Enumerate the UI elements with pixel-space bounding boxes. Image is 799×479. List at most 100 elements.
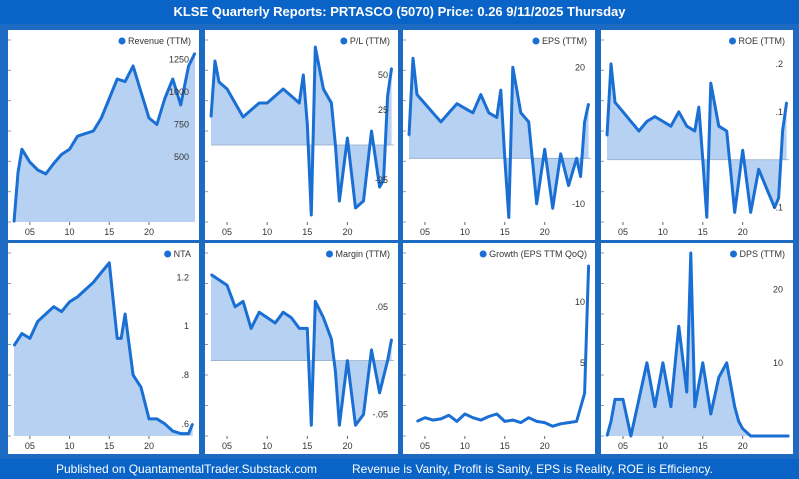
eps-ttm-point-2 [416, 93, 418, 96]
growth-eps-ttm-qoq-point-20 [575, 420, 578, 423]
revenue-ttm-point-22 [179, 104, 182, 106]
eps-ttm-point-14 [503, 157, 506, 160]
revenue-ttm-point-18 [148, 117, 150, 119]
roe-ttm-area [607, 63, 787, 218]
growth-eps-ttm-qoq-point-10 [496, 413, 498, 415]
p-l-ttm-point-0 [210, 116, 212, 118]
nta-ytick-label: .8 [181, 370, 189, 380]
revenue-ttm-point-5 [44, 173, 47, 175]
margin-ttm-point-8 [274, 322, 277, 324]
p-l-ttm-point-3 [226, 88, 228, 90]
eps-ttm-point-13 [499, 89, 502, 91]
roe-ttm-point-22 [757, 168, 760, 171]
growth-eps-ttm-qoq-xtick-label: 15 [500, 441, 510, 451]
margin-ttm-point-17 [334, 370, 337, 373]
revenue-ttm-ytick-label: 500 [174, 152, 189, 162]
margin-ttm-point-12 [306, 327, 309, 330]
p-l-ttm-xtick-label: 15 [302, 227, 312, 237]
growth-eps-ttm-qoq-point-16 [543, 421, 546, 424]
nta-point-10 [92, 281, 95, 284]
nta-point-8 [76, 296, 79, 298]
dps-ttm-point-8 [662, 362, 664, 364]
roe-ttm-point-8 [662, 120, 664, 123]
revenue-ttm-xtick-label: 20 [144, 227, 154, 237]
p-l-ttm-legend-label: P/L (TTM) [350, 36, 390, 46]
nta-point-9 [84, 288, 87, 291]
eps-ttm-point-10 [480, 93, 482, 96]
margin-ttm-point-15 [322, 316, 325, 319]
dps-ttm-point-19 [737, 420, 740, 423]
footer-bar: Published on QuantamentalTrader.Substack… [0, 459, 799, 479]
roe-ttm-series-line [605, 62, 789, 219]
nta-point-1 [21, 332, 23, 335]
revenue-ttm-ytick-label: 750 [174, 120, 189, 130]
growth-eps-ttm-qoq-xtick-label: 05 [420, 441, 430, 451]
dps-ttm-point-3 [622, 398, 624, 401]
roe-ttm-legend-dot [729, 37, 736, 45]
revenue-ttm-point-2 [21, 148, 23, 150]
dps-ttm-area [607, 253, 789, 436]
roe-ttm-point-27 [785, 101, 788, 104]
revenue-ttm-point-9 [76, 135, 79, 137]
p-l-ttm-point-14 [306, 123, 309, 125]
dps-ttm-point-25 [781, 435, 784, 437]
margin-ttm-ytick-label: .05 [375, 302, 388, 312]
revenue-ttm-point-14 [116, 78, 119, 80]
roe-ttm-point-16 [709, 82, 712, 84]
growth-eps-ttm-qoq-point-7 [472, 416, 474, 419]
nta-point-12 [108, 261, 111, 264]
roe-ttm-point-11 [686, 125, 688, 128]
dps-ttm-point-16 [717, 376, 720, 379]
growth-eps-ttm-qoq-xtick-label: 10 [460, 441, 470, 451]
p-l-ttm-area [211, 47, 392, 215]
p-l-ttm-point-19 [334, 144, 337, 146]
p-l-ttm-point-8 [266, 102, 268, 104]
eps-ttm-point-17 [519, 112, 522, 114]
margin-ttm-point-7 [266, 316, 268, 319]
eps-ttm-point-19 [535, 203, 538, 205]
roe-ttm-point-15 [705, 216, 708, 219]
roe-ttm-point-17 [717, 125, 720, 128]
eps-ttm-point-25 [579, 175, 582, 178]
p-l-ttm-ytick-label: 50 [378, 70, 388, 80]
roe-ttm-point-25 [777, 197, 780, 199]
growth-eps-ttm-qoq-point-11 [503, 420, 506, 423]
roe-ttm-xtick-label: 10 [658, 227, 668, 237]
p-l-ttm-point-1 [214, 60, 216, 62]
p-l-ttm-point-13 [302, 74, 305, 76]
roe-ttm-ytick-label: .1 [775, 107, 783, 117]
report-title: KLSE Quarterly Reports: PRTASCO (5070) P… [173, 4, 626, 19]
revenue-ttm-xtick-label: 10 [65, 227, 75, 237]
dps-ttm-svg: 10 20 05 10 15 20 DPS (TTM) [601, 249, 790, 451]
margin-ttm-point-14 [314, 300, 317, 303]
report-title-bar: KLSE Quarterly Reports: PRTASCO (5070) P… [0, 0, 799, 24]
eps-ttm-ytick-label: -10 [572, 199, 585, 209]
revenue-ttm-point-1 [17, 171, 19, 174]
eps-ttm-point-1 [412, 57, 414, 59]
growth-eps-ttm-qoq-point-1 [424, 416, 426, 419]
roe-chart-panel: -.1 .1 .2 05 10 15 20 ROE (TTM) [601, 30, 793, 240]
eps-ttm-xtick-label: 15 [500, 227, 510, 237]
growth-eps-ttm-qoq-point-6 [464, 413, 466, 415]
dps-ttm-ytick-label: 20 [773, 285, 783, 295]
dps-ttm-point-15 [709, 413, 712, 415]
nta-point-0 [13, 344, 15, 347]
p-l-ttm-point-24 [370, 130, 373, 132]
dps-ttm-point-12 [690, 252, 692, 254]
roe-ttm-point-19 [733, 211, 736, 214]
eps-ttm-point-9 [472, 112, 474, 114]
roe-ttm-point-9 [670, 125, 672, 128]
margin-ttm-point-24 [386, 359, 389, 362]
eps-ttm-svg: -10 20 05 10 15 20 EPS (TTM) [403, 36, 591, 237]
dps-ttm-point-0 [606, 435, 608, 437]
roe-ttm-point-18 [725, 130, 728, 132]
growth-chart-panel: 5 10 05 10 15 20 Growth (EPS TTM QoQ) [403, 243, 595, 454]
nta-ytick-label: 1.2 [176, 272, 189, 282]
p-l-ttm-point-26 [382, 179, 385, 181]
roe-ttm-svg: -.1 .1 .2 05 10 15 20 ROE (TTM) [601, 36, 789, 237]
revenue-ttm-point-21 [171, 78, 174, 80]
nta-point-16 [132, 374, 134, 376]
roe-ttm-point-1 [610, 63, 612, 65]
nta-point-15 [124, 313, 126, 315]
growth-eps-ttm-qoq-point-4 [448, 414, 450, 417]
